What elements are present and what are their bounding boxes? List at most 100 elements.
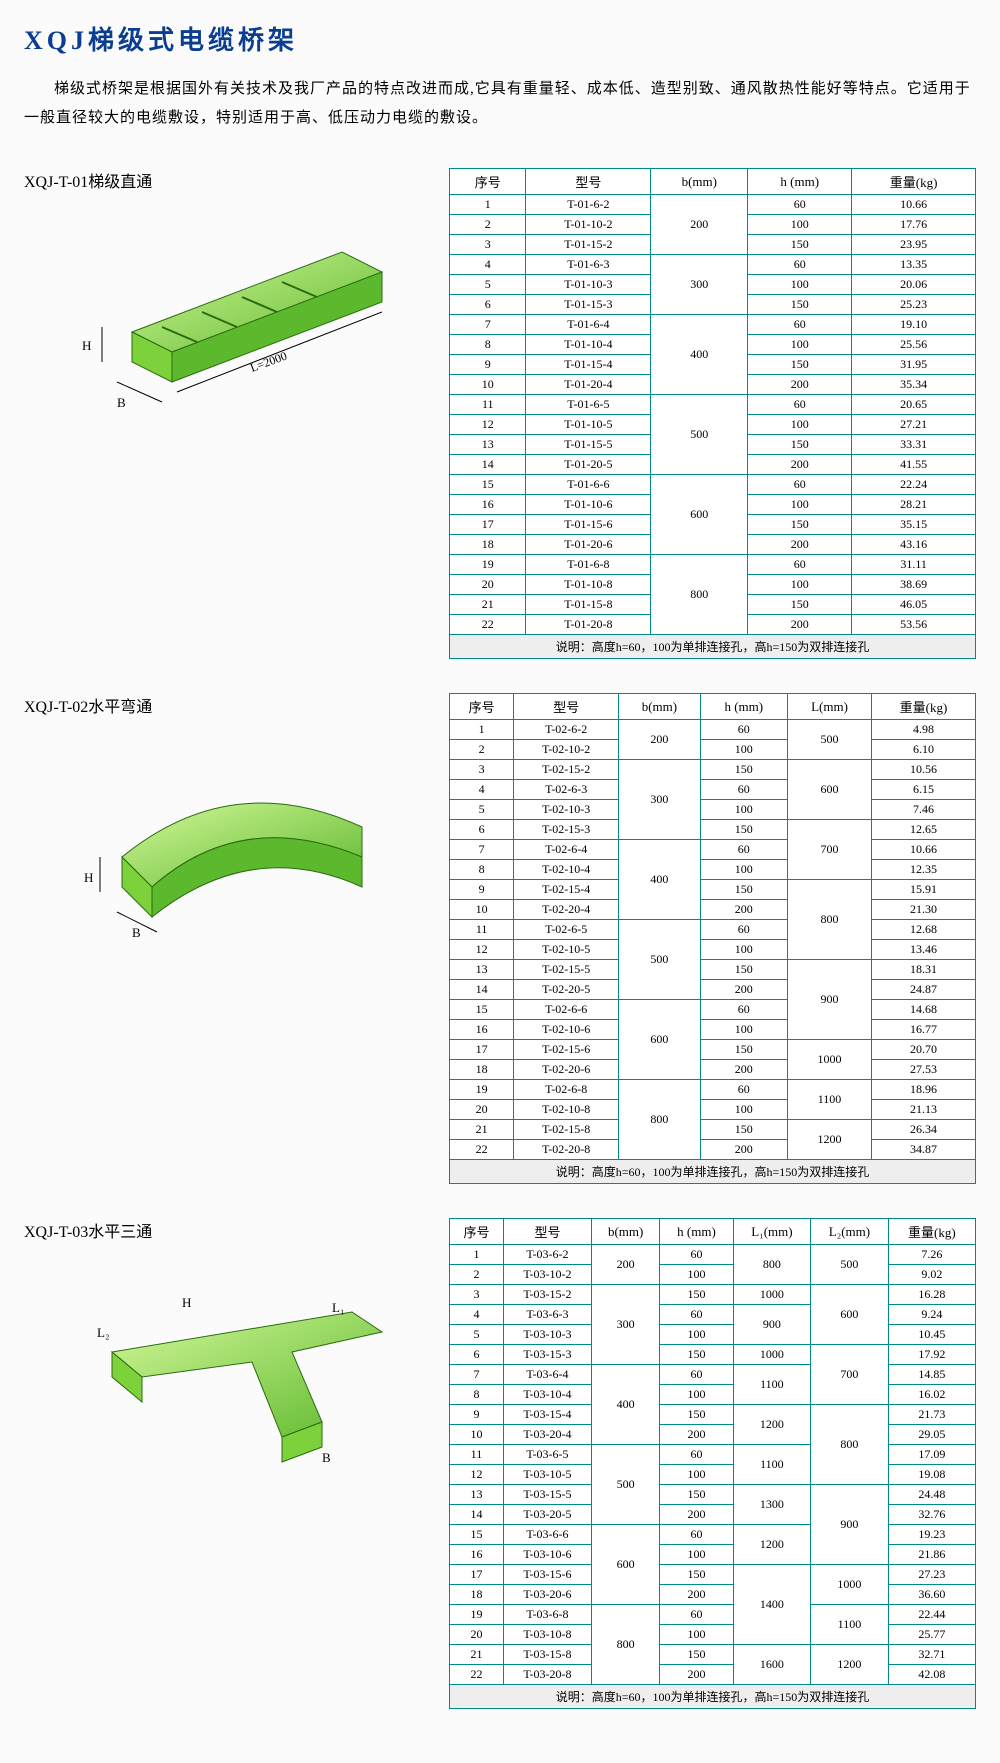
cell: 24.48 bbox=[888, 1485, 975, 1505]
section-t03: XQJ-T-03水平三通 H L₂ L₁ B 序号型号b(mm)h (mm)L₁… bbox=[24, 1218, 976, 1709]
page-title: XQJ梯级式电缆桥架 bbox=[24, 20, 976, 57]
cell: T-02-15-3 bbox=[514, 820, 619, 840]
cell: 6.15 bbox=[872, 780, 976, 800]
table-row: 22T-02-20-820034.87 bbox=[450, 1140, 976, 1160]
cell: 400 bbox=[619, 840, 700, 920]
cell: 200 bbox=[660, 1665, 733, 1685]
cell: 700 bbox=[787, 820, 871, 880]
table-row: 21T-03-15-81501600120032.71 bbox=[450, 1645, 976, 1665]
cell: T-03-15-2 bbox=[503, 1285, 591, 1305]
table-row: 15T-03-6-660060120019.23 bbox=[450, 1525, 976, 1545]
cell: 150 bbox=[748, 295, 852, 315]
cell: 100 bbox=[700, 1020, 787, 1040]
cell: T-01-6-8 bbox=[526, 555, 651, 575]
cell: 600 bbox=[787, 760, 871, 820]
cell: 200 bbox=[700, 1140, 787, 1160]
cell: 150 bbox=[660, 1285, 733, 1305]
cell: 100 bbox=[748, 575, 852, 595]
cell: T-03-20-8 bbox=[503, 1665, 591, 1685]
col-header: h (mm) bbox=[700, 694, 787, 720]
cell: 60 bbox=[700, 920, 787, 940]
cell: 22 bbox=[450, 1665, 504, 1685]
cell: 14 bbox=[450, 980, 514, 1000]
cell: 60 bbox=[748, 255, 852, 275]
cell: 25.77 bbox=[888, 1625, 975, 1645]
t02-note: 说明：高度h=60，100为单排连接孔，高h=150为双排连接孔 bbox=[449, 1160, 976, 1184]
cell: 24.87 bbox=[872, 980, 976, 1000]
cell: T-03-20-5 bbox=[503, 1505, 591, 1525]
cell: 34.87 bbox=[872, 1140, 976, 1160]
cell: T-01-6-4 bbox=[526, 315, 651, 335]
col-header: 型号 bbox=[503, 1219, 591, 1245]
cell: 27.53 bbox=[872, 1060, 976, 1080]
cell: 100 bbox=[748, 215, 852, 235]
cell: 9 bbox=[450, 1405, 504, 1425]
table-row: 10T-03-20-420029.05 bbox=[450, 1425, 976, 1445]
cell: 300 bbox=[591, 1285, 659, 1365]
svg-text:H: H bbox=[182, 1295, 191, 1310]
cell: 60 bbox=[748, 315, 852, 335]
col-header: h (mm) bbox=[660, 1219, 733, 1245]
cell: T-03-6-6 bbox=[503, 1525, 591, 1545]
table-row: 19T-03-6-880060110022.44 bbox=[450, 1605, 976, 1625]
cell: T-02-10-5 bbox=[514, 940, 619, 960]
cell: 8 bbox=[450, 860, 514, 880]
cell: 100 bbox=[748, 495, 852, 515]
cell: 15 bbox=[450, 475, 526, 495]
cell: 1200 bbox=[787, 1120, 871, 1160]
table-row: 19T-01-6-88006031.11 bbox=[450, 555, 976, 575]
cell: T-01-15-2 bbox=[526, 235, 651, 255]
cell: T-02-15-8 bbox=[514, 1120, 619, 1140]
cell: T-02-15-4 bbox=[514, 880, 619, 900]
cell: 100 bbox=[748, 275, 852, 295]
table-row: 1T-02-6-2200605004.98 bbox=[450, 720, 976, 740]
cell: 1000 bbox=[811, 1565, 889, 1605]
cell: T-03-10-4 bbox=[503, 1385, 591, 1405]
cell: 15 bbox=[450, 1000, 514, 1020]
table-row: 12T-03-10-510019.08 bbox=[450, 1465, 976, 1485]
cell: 21.30 bbox=[872, 900, 976, 920]
cell: 20 bbox=[450, 1625, 504, 1645]
cell: 150 bbox=[660, 1405, 733, 1425]
t02-diagram: H B bbox=[62, 737, 402, 947]
cell: 33.31 bbox=[852, 435, 976, 455]
cell: 150 bbox=[748, 355, 852, 375]
cell: 150 bbox=[748, 515, 852, 535]
cell: 14 bbox=[450, 455, 526, 475]
cell: 2 bbox=[450, 740, 514, 760]
table-row: 14T-03-20-520032.76 bbox=[450, 1505, 976, 1525]
cell: 12.68 bbox=[872, 920, 976, 940]
cell: 31.95 bbox=[852, 355, 976, 375]
cell: 19.08 bbox=[888, 1465, 975, 1485]
cell: T-02-6-2 bbox=[514, 720, 619, 740]
cell: 8 bbox=[450, 1385, 504, 1405]
svg-text:L₁: L₁ bbox=[332, 1300, 344, 1315]
cell: 13.35 bbox=[852, 255, 976, 275]
cell: 19 bbox=[450, 1605, 504, 1625]
cell: 150 bbox=[700, 880, 787, 900]
cell: 9.24 bbox=[888, 1305, 975, 1325]
cell: 53.56 bbox=[852, 615, 976, 635]
cell: 60 bbox=[660, 1445, 733, 1465]
cell: 1 bbox=[450, 1245, 504, 1265]
cell: 14.85 bbox=[888, 1365, 975, 1385]
cell: T-02-10-3 bbox=[514, 800, 619, 820]
cell: 2 bbox=[450, 215, 526, 235]
table-row: 18T-03-20-620036.60 bbox=[450, 1585, 976, 1605]
cell: 1400 bbox=[733, 1565, 811, 1645]
cell: 18 bbox=[450, 1585, 504, 1605]
table-row: 9T-03-15-4150120080021.73 bbox=[450, 1405, 976, 1425]
cell: 150 bbox=[748, 595, 852, 615]
cell: T-01-15-3 bbox=[526, 295, 651, 315]
cell: T-01-15-4 bbox=[526, 355, 651, 375]
cell: 600 bbox=[651, 475, 748, 555]
cell: 22.24 bbox=[852, 475, 976, 495]
cell: T-01-10-3 bbox=[526, 275, 651, 295]
col-header: 序号 bbox=[450, 1219, 504, 1245]
cell: 100 bbox=[660, 1325, 733, 1345]
cell: T-01-10-5 bbox=[526, 415, 651, 435]
cell: 100 bbox=[660, 1385, 733, 1405]
cell: 100 bbox=[660, 1625, 733, 1645]
cell: 21 bbox=[450, 1120, 514, 1140]
table-row: 8T-02-10-410012.35 bbox=[450, 860, 976, 880]
